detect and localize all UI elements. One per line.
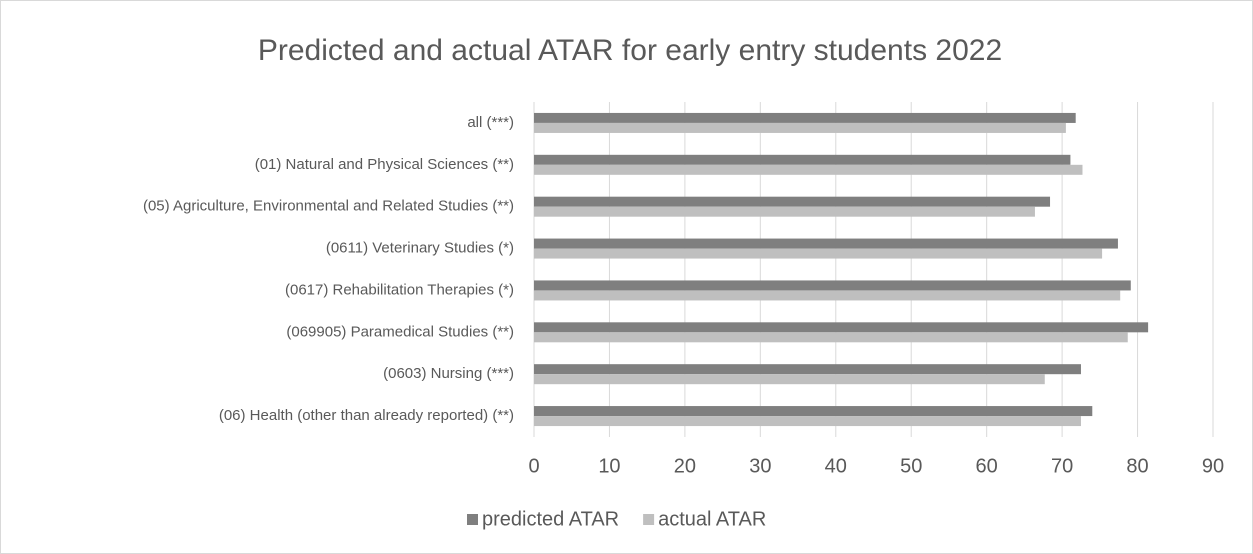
legend-swatch bbox=[467, 514, 478, 525]
x-tick-label: 10 bbox=[598, 455, 620, 477]
y-tick-label: (0611) Veterinary Studies (*) bbox=[326, 240, 514, 257]
bar bbox=[534, 332, 1128, 343]
y-tick-label: (0603) Nursing (***) bbox=[383, 365, 514, 382]
x-tick-label: 50 bbox=[900, 455, 922, 477]
bar bbox=[534, 238, 1118, 249]
x-tick-label: 80 bbox=[1126, 455, 1148, 477]
bar bbox=[534, 416, 1081, 427]
bar bbox=[534, 154, 1071, 165]
bar bbox=[534, 122, 1066, 133]
x-tick-label: 0 bbox=[528, 455, 539, 477]
x-tick-label: 60 bbox=[976, 455, 998, 477]
y-tick-label: (06) Health (other than already reported… bbox=[219, 407, 514, 424]
y-tick-label: (069905) Paramedical Studies (**) bbox=[286, 323, 514, 340]
bar bbox=[534, 112, 1076, 123]
bar bbox=[534, 374, 1045, 385]
y-tick-label: all (***) bbox=[467, 114, 514, 131]
bar bbox=[534, 196, 1051, 207]
y-tick-label: (01) Natural and Physical Sciences (**) bbox=[255, 156, 514, 173]
y-tick-label: (05) Agriculture, Environmental and Rela… bbox=[143, 198, 514, 215]
x-tick-label: 20 bbox=[674, 455, 696, 477]
legend-label: actual ATAR bbox=[658, 508, 766, 530]
x-tick-label: 90 bbox=[1202, 455, 1224, 477]
bar bbox=[534, 322, 1149, 333]
bar bbox=[534, 248, 1103, 259]
bar bbox=[534, 290, 1121, 301]
bar bbox=[534, 406, 1093, 417]
x-tick-label: 40 bbox=[825, 455, 847, 477]
y-tick-label: (0617) Rehabilitation Therapies (*) bbox=[285, 281, 514, 298]
legend-swatch bbox=[643, 514, 655, 525]
bar bbox=[534, 206, 1035, 217]
chart-title: Predicted and actual ATAR for early entr… bbox=[258, 34, 1002, 67]
bar bbox=[534, 364, 1081, 375]
bar bbox=[534, 164, 1083, 175]
x-tick-label: 70 bbox=[1051, 455, 1073, 477]
legend-label: predicted ATAR bbox=[482, 508, 619, 530]
bar bbox=[534, 280, 1131, 291]
x-tick-label: 30 bbox=[749, 455, 771, 477]
